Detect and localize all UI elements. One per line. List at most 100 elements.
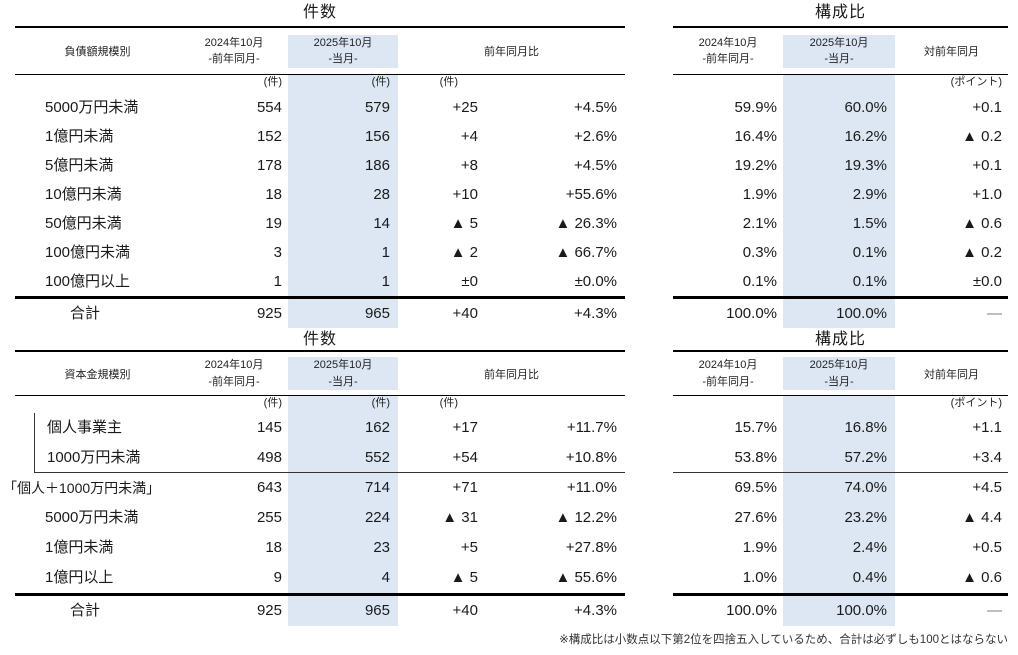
cell-diff: ▲ 5 bbox=[450, 215, 478, 232]
unit-diff: (ポイント) bbox=[950, 76, 1002, 88]
group-separator-line bbox=[673, 472, 1008, 473]
cell-curr: 186 bbox=[288, 151, 398, 180]
cell-pct: +4.5% bbox=[574, 99, 617, 116]
unit-row: (件) (件) (件) bbox=[15, 396, 625, 413]
table-title: 件数 bbox=[15, 0, 625, 28]
cell-curr: 28 bbox=[288, 180, 398, 209]
table-row: 1億円未満 18 23 +5 +27.8% bbox=[15, 533, 625, 563]
cell-diff: +71 bbox=[452, 479, 478, 496]
cell-diff: +10 bbox=[452, 186, 478, 203]
cell-prev: 2.1% bbox=[742, 215, 777, 232]
cell-prev: 16.4% bbox=[734, 128, 777, 145]
cell-prev: 0.1% bbox=[742, 273, 777, 290]
cell-diff: +54 bbox=[452, 449, 478, 466]
col-header-curr-month: 2025年10月 -当月- bbox=[288, 357, 398, 390]
cell-pct: ▲ 55.6% bbox=[555, 569, 617, 586]
cell-diff: ▲ 0.2 bbox=[962, 128, 1002, 145]
cell-diff: ±0 bbox=[461, 273, 478, 290]
cell-label: 5000万円未満 bbox=[45, 509, 139, 526]
table-row: 100億円未満 3 1 ▲ 2 ▲ 66.7% bbox=[15, 238, 625, 267]
table-row: 1.9% 2.4% +0.5 bbox=[673, 533, 1008, 563]
spacer-cell bbox=[783, 396, 895, 413]
cell-diff: +5 bbox=[460, 539, 478, 556]
cell-label: 100億円以上 bbox=[45, 273, 131, 290]
cell-curr: 23 bbox=[288, 533, 398, 563]
spacer-cell bbox=[482, 396, 625, 413]
cell-curr: 0.1% bbox=[783, 238, 895, 267]
table-row: 0.1% 0.1% ±0.0 bbox=[673, 267, 1008, 296]
col-header-change: 前年同月比 bbox=[484, 368, 539, 381]
cell-prev: 19.2% bbox=[734, 157, 777, 174]
cell-prev: 554 bbox=[256, 99, 282, 116]
col-header-line1: 2024年10月 bbox=[698, 359, 758, 371]
cell-diff: +1.1 bbox=[972, 419, 1002, 436]
cell-prev: 1.0% bbox=[742, 569, 777, 586]
cell-diff: +0.1 bbox=[972, 99, 1002, 116]
total-pct: +4.3% bbox=[574, 602, 617, 619]
total-diff: +40 bbox=[452, 305, 478, 322]
table-row: 「個人＋1000万円未満」 643 714 +71 +11.0% bbox=[3, 473, 625, 503]
cell-pct: ±0.0% bbox=[574, 273, 617, 290]
unit-curr: (件) bbox=[288, 75, 398, 93]
cell-curr: 714 bbox=[288, 473, 398, 503]
cell-diff: +4 bbox=[460, 128, 478, 145]
unit-row: (件) (件) (件) bbox=[15, 75, 625, 93]
cell-prev: 3 bbox=[273, 244, 282, 261]
cell-prev: 59.9% bbox=[734, 99, 777, 116]
col-header-line2: -当月- bbox=[328, 53, 358, 65]
total-label: 合計 bbox=[69, 305, 100, 322]
table-row: 19.2% 19.3% +0.1 bbox=[673, 151, 1008, 180]
spacer-cell bbox=[15, 75, 180, 93]
cell-label: 50億円未満 bbox=[45, 215, 122, 232]
cell-curr: 23.2% bbox=[783, 503, 895, 533]
total-prev: 100.0% bbox=[726, 602, 777, 619]
category-header: 資本金規模別 bbox=[64, 368, 131, 381]
ratio-table-debt: 構成比 2024年10月 -前年同月- 2025年10月 -当月- 対前年同月 … bbox=[673, 0, 1008, 328]
table-row: 53.8% 57.2% +3.4 bbox=[673, 443, 1008, 473]
cell-pct: +55.6% bbox=[565, 186, 617, 203]
cell-label: 5億円未満 bbox=[45, 157, 114, 174]
cell-diff: ▲ 2 bbox=[450, 244, 478, 261]
table-body: 15.7% 16.8% +1.1 53.8% 57.2% +3.4 69.5% 74.0% +4… bbox=[673, 413, 1008, 593]
table-title: 件数 bbox=[15, 330, 625, 352]
table-row: 27.6% 23.2% ▲ 4.4 bbox=[673, 503, 1008, 533]
total-prev: 925 bbox=[256, 305, 282, 322]
cell-pct: +11.7% bbox=[566, 419, 617, 436]
table-title: 構成比 bbox=[673, 330, 1008, 352]
cell-pct: +4.5% bbox=[574, 157, 617, 174]
cell-prev: 19 bbox=[265, 215, 282, 232]
cell-prev: 178 bbox=[256, 157, 282, 174]
total-row: 合計 925 965 +40 +4.3% bbox=[15, 593, 625, 626]
cell-curr: 2.4% bbox=[783, 533, 895, 563]
col-header-line1: 2025年10月 bbox=[809, 359, 869, 371]
cell-prev: 1.9% bbox=[742, 539, 777, 556]
unit-diff: (件) bbox=[439, 76, 458, 88]
col-header-curr-month: 2025年10月 -当月- bbox=[783, 34, 895, 68]
col-header-line2: -当月- bbox=[824, 375, 854, 388]
unit-prev: (件) bbox=[263, 397, 282, 409]
col-header-change: 対前年同月 bbox=[924, 46, 979, 58]
table-row: 5000万円未満 255 224 ▲ 31 ▲ 12.2% bbox=[15, 503, 625, 533]
cell-diff: ▲ 31 bbox=[442, 509, 478, 526]
cell-prev: 0.3% bbox=[742, 244, 777, 261]
col-header-prev-month: 2024年10月 -前年同月- bbox=[180, 357, 288, 390]
col-header-line2: -当月- bbox=[328, 375, 358, 388]
table-body: 59.9% 60.0% +0.1 16.4% 16.2% ▲ 0.2 19.2% 19.3% +… bbox=[673, 93, 1008, 296]
cell-curr: 0.1% bbox=[783, 267, 895, 296]
total-prev: 925 bbox=[256, 602, 282, 619]
cell-prev: 1.9% bbox=[742, 186, 777, 203]
col-header-prev-month: 2024年10月 -前年同月- bbox=[673, 357, 783, 390]
cell-prev: 15.7% bbox=[734, 419, 777, 436]
table-title: 構成比 bbox=[673, 0, 1008, 28]
table-body: 個人事業主 145 162 +17 +11.7% 1000万円未満 498 552 +54 +10… bbox=[3, 413, 625, 593]
total-curr: 965 bbox=[288, 299, 398, 328]
unit-diff: (ポイント) bbox=[950, 397, 1002, 409]
cell-diff: +3.4 bbox=[972, 449, 1002, 466]
cell-curr: 16.8% bbox=[783, 413, 895, 443]
unit-row: (ポイント) bbox=[673, 396, 1008, 413]
table-row: 1億円未満 152 156 +4 +2.6% bbox=[15, 122, 625, 151]
total-diff: — bbox=[987, 602, 1002, 619]
cell-curr: 57.2% bbox=[783, 443, 895, 473]
unit-diff: (件) bbox=[439, 397, 458, 409]
cell-pct: ▲ 66.7% bbox=[555, 244, 617, 261]
